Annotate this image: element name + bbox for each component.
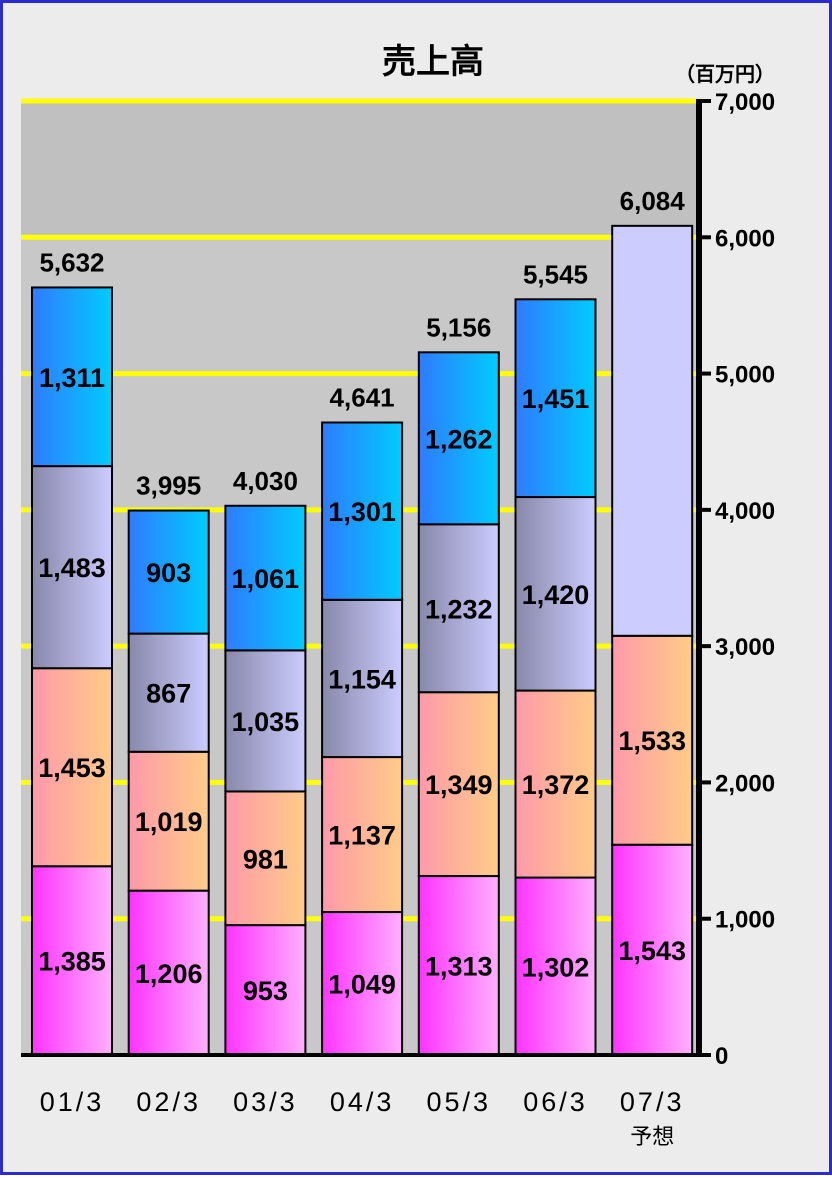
bar-segment [321, 598, 404, 759]
data-label: 953 [243, 976, 288, 1006]
bar-segment [31, 286, 113, 468]
y-tick-label: 0 [715, 1043, 728, 1070]
data-label: 1,061 [232, 564, 300, 594]
bar-segment [514, 689, 597, 879]
data-label: 1,301 [328, 497, 396, 527]
plot-background-upper [21, 101, 699, 238]
data-label: 1,302 [522, 952, 590, 982]
y-tick-label: 2,000 [715, 770, 775, 797]
data-label: 1,483 [38, 553, 106, 583]
data-label: 1,311 [39, 363, 105, 393]
x-tick-label: 04/3 [330, 1087, 395, 1117]
x-tick-label: 06/3 [523, 1087, 588, 1117]
bar-segment [31, 865, 113, 1056]
bar-segment [321, 756, 404, 914]
bar-segment [127, 632, 210, 753]
data-label: 1,533 [618, 726, 686, 756]
unit-label: （百万円） [675, 63, 775, 86]
bar-segment [321, 911, 404, 1057]
y-tick-label: 3,000 [715, 634, 775, 661]
total-label: 3,995 [136, 471, 201, 501]
labels: 1,385 1,453 1,483 1,311 5,632 01/3 1,206 1,019 8… [38, 186, 686, 1149]
total-label: 4,641 [330, 382, 395, 412]
bar-segment [611, 634, 694, 846]
bar-segment [321, 421, 404, 601]
y-tick-label: 5,000 [715, 362, 775, 389]
data-label: 1,349 [425, 770, 493, 800]
x-tick-label: 01/3 [40, 1087, 105, 1117]
y-axis: 0 1,000 2,000 3,000 4,000 5,000 6,000 7,000 [21, 89, 775, 1070]
forecast-note: 予想 [630, 1124, 674, 1149]
bar-segment [127, 509, 210, 635]
data-label: 1,154 [328, 664, 396, 694]
bar-segment [611, 843, 694, 1056]
data-label: 981 [243, 844, 288, 874]
bar-segment [417, 875, 500, 1057]
data-label: 1,137 [328, 821, 396, 851]
bars [31, 224, 694, 1057]
data-label: 1,019 [135, 807, 203, 837]
data-label: 867 [146, 679, 191, 709]
x-tick-label: 03/3 [233, 1087, 298, 1117]
total-label: 4,030 [233, 466, 298, 496]
y-tick-label: 1,000 [715, 907, 775, 934]
x-tick-label: 05/3 [427, 1087, 492, 1117]
bar-segment [224, 924, 307, 1056]
x-tick-label: 02/3 [136, 1087, 201, 1117]
data-label: 1,420 [522, 580, 590, 610]
data-label: 1,206 [135, 959, 203, 989]
data-label: 1,232 [425, 594, 493, 624]
data-label: 1,035 [232, 707, 300, 737]
data-label: 1,451 [522, 384, 590, 414]
total-label: 6,084 [620, 186, 686, 216]
bar-segment [514, 496, 597, 692]
data-label: 1,453 [38, 753, 106, 783]
bar-segment [224, 504, 307, 652]
data-label: 1,262 [425, 424, 493, 454]
data-label: 1,543 [618, 936, 686, 966]
x-tick-label: 07/3 [620, 1087, 685, 1117]
y-tick-label: 4,000 [715, 498, 775, 525]
data-label: 1,049 [328, 970, 396, 1000]
stacked-bar-chart: 0 1,000 2,000 3,000 4,000 5,000 6,000 7,000 1,3… [21, 43, 775, 1149]
bar-segment [611, 224, 694, 637]
data-label: 903 [146, 558, 191, 588]
bar-segment [224, 790, 307, 927]
total-label: 5,632 [39, 247, 104, 277]
bar-segment [514, 298, 597, 499]
total-label: 5,545 [523, 259, 588, 289]
bar-segment [514, 876, 597, 1057]
bar-segment [127, 889, 210, 1056]
data-label: 1,385 [38, 947, 106, 977]
total-label: 5,156 [426, 312, 491, 342]
bar-segment [31, 667, 113, 868]
bar-segment [127, 750, 210, 892]
y-tick-label: 6,000 [715, 225, 775, 252]
data-label: 1,313 [425, 952, 493, 982]
bar-segment [417, 691, 500, 878]
bar-segment [417, 351, 500, 526]
y-tick-label: 7,000 [715, 89, 775, 116]
bar-segment [31, 465, 113, 670]
chart-title: 売上高 [382, 43, 484, 81]
data-label: 1,372 [522, 770, 590, 800]
